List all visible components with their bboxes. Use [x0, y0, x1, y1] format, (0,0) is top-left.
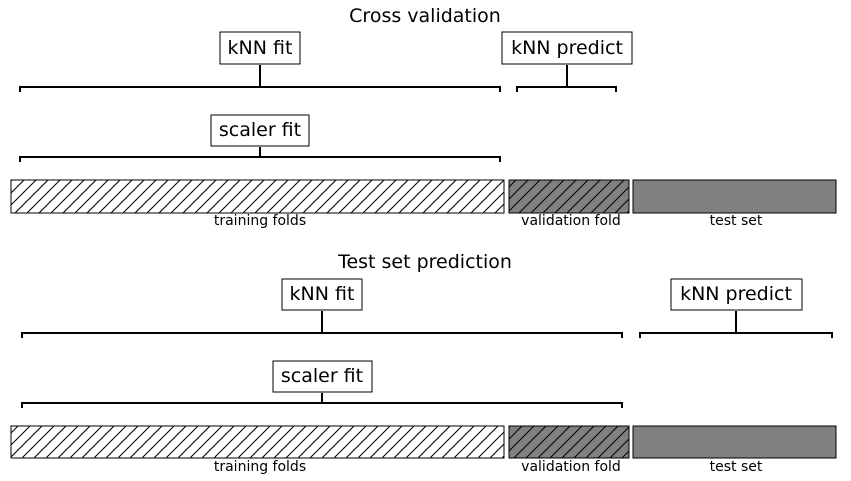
bracket-label: kNN predict	[511, 37, 623, 59]
hatch-overlay	[508, 425, 630, 459]
label-box	[210, 114, 310, 147]
bracket-label: kNN fit	[290, 283, 355, 305]
bracket-line	[19, 147, 501, 162]
bracket-label: scaler fit	[219, 119, 301, 141]
bracket-scaler-fit: scaler fit	[19, 114, 501, 162]
hatch-overlay	[10, 425, 505, 459]
label-box	[501, 31, 633, 65]
data-split-bar	[10, 179, 837, 214]
hatch-overlay	[10, 179, 505, 214]
segment-label: validation fold	[521, 213, 621, 229]
panel-test-set-prediction: Test set prediction kNN fit kNN predict …	[10, 251, 837, 475]
segment-label: test set	[710, 213, 763, 229]
bracket-knn-predict: kNN predict	[639, 278, 833, 338]
bracket-line	[639, 311, 833, 338]
label-box	[272, 360, 373, 393]
bracket-line	[21, 393, 623, 408]
bracket-scaler-fit: scaler fit	[21, 360, 623, 408]
data-split-bar	[10, 425, 837, 459]
bracket-line	[21, 311, 623, 338]
bracket-label: kNN predict	[680, 283, 792, 305]
label-box	[281, 278, 363, 311]
segment-label: validation fold	[521, 459, 621, 475]
bracket-line	[19, 65, 501, 92]
bracket-knn-fit: kNN fit	[19, 31, 501, 92]
label-box	[219, 31, 301, 65]
bracket-label: scaler fit	[281, 365, 363, 387]
panel-title: Test set prediction	[337, 251, 512, 273]
panel-title: Cross validation	[349, 5, 501, 27]
label-box	[670, 278, 803, 311]
segment-test-set	[632, 179, 837, 214]
panel-cross-validation: Cross validation kNN fit kNN predict sca…	[10, 5, 837, 229]
hatch-overlay	[508, 179, 630, 214]
bracket-knn-fit: kNN fit	[21, 278, 623, 338]
segment-label: training folds	[214, 459, 306, 475]
bracket-line	[516, 65, 617, 92]
segment-label: test set	[710, 459, 763, 475]
bracket-knn-predict: kNN predict	[501, 31, 633, 92]
segment-test-set	[632, 425, 837, 459]
bracket-label: kNN fit	[228, 37, 293, 59]
segment-label: training folds	[214, 213, 306, 229]
